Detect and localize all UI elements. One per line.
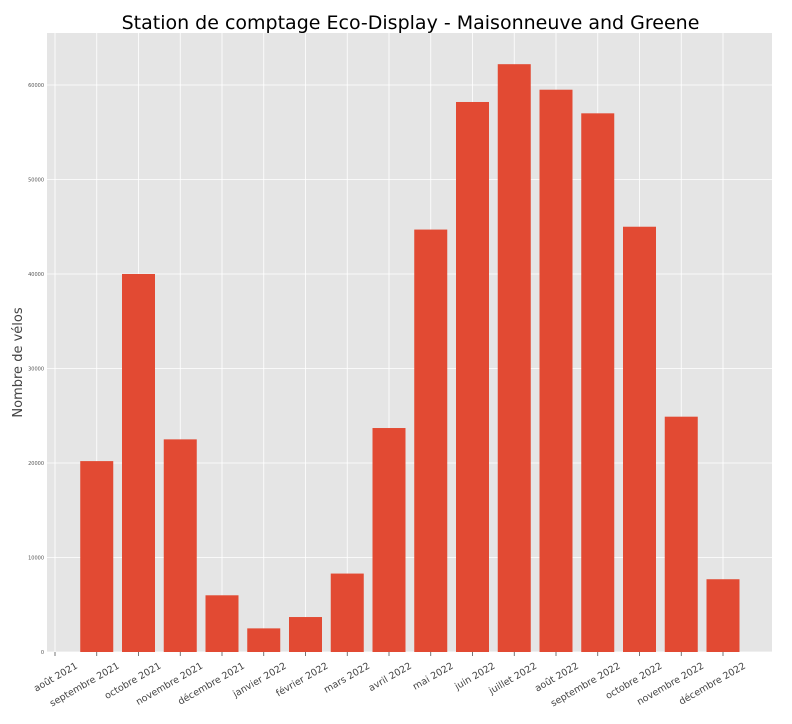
y-tick-label: 40000: [28, 272, 44, 278]
x-tick-label: septembre 2022: [549, 661, 622, 710]
bar: [623, 226, 656, 652]
bars: [80, 64, 740, 653]
bar: [706, 579, 740, 652]
y-tick-label: 60000: [28, 83, 44, 89]
x-tick-label: mars 2022: [322, 661, 372, 696]
y-axis-ticks: 0 10000 20000 30000 40000 50000 60000: [28, 83, 44, 656]
y-tick-label: 20000: [28, 461, 44, 467]
bar: [372, 428, 406, 652]
y-tick-label: 30000: [28, 366, 44, 372]
bar: [80, 461, 114, 652]
bar: [247, 628, 281, 652]
chart-title: Station de comptage Eco-Display - Maison…: [122, 12, 700, 34]
x-tick-label: avril 2022: [367, 661, 414, 694]
bar: [414, 229, 448, 652]
bar: [664, 416, 698, 652]
x-tick-label: mai 2022: [411, 661, 455, 693]
bar: [497, 64, 531, 652]
bar: [122, 273, 155, 652]
bar: [456, 101, 489, 652]
bar: [205, 595, 239, 652]
x-tick-label: septembre 2021: [48, 661, 121, 710]
bar: [163, 439, 197, 652]
y-tick-label: 50000: [28, 177, 44, 183]
y-tick-label: 10000: [28, 555, 44, 561]
y-tick-label: 0: [41, 650, 44, 656]
y-axis-label: Nombre de vélos: [11, 307, 26, 417]
bar: [539, 89, 573, 653]
bar: [289, 617, 322, 652]
bar: [330, 573, 364, 652]
bar: [581, 113, 615, 652]
plot-area: [47, 33, 772, 652]
